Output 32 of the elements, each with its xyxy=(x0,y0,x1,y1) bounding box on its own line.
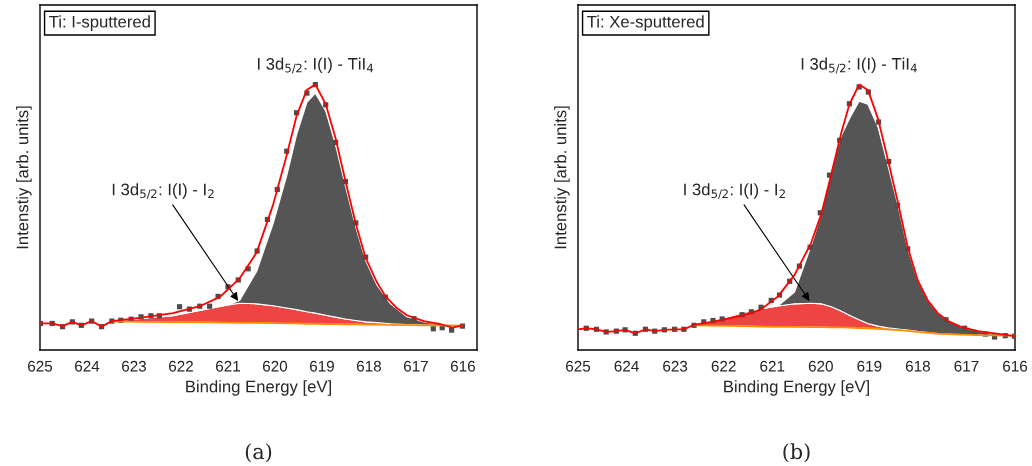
text: (b) xyxy=(783,443,810,463)
x-tick-label: 625 xyxy=(28,360,53,372)
text: Ti: Xe-sputtered xyxy=(587,15,704,31)
x-tick-label: 618 xyxy=(356,360,382,372)
x-tick-label: 622 xyxy=(711,360,736,372)
x-tick-label: 624 xyxy=(75,360,100,372)
text: Ti: I-sputtered xyxy=(49,15,150,31)
text: I 3d$_{5/2}$: I(I) - TiI$_{4}$ xyxy=(801,57,917,74)
x-tick-label: 619 xyxy=(857,360,882,372)
x-axis-title: Binding Energy [eV] xyxy=(724,380,869,396)
x-axis-title: Binding Energy [eV] xyxy=(186,380,331,396)
annotation: I 3d$_{5/2}$: I(I) - I$_{2}$ xyxy=(112,183,214,200)
annotation: I 3d$_{5/2}$: I(I) - I$_{2}$ xyxy=(684,183,785,200)
x-tick-label: 617 xyxy=(403,360,428,372)
x-tick-label: 622 xyxy=(169,360,193,372)
x-tick-label: 619 xyxy=(309,360,334,372)
x-tick-label: 616 xyxy=(1003,360,1028,372)
text: (a) xyxy=(245,443,272,463)
text: I 3d$_{5/2}$: I(I) - TiI$_{4}$ xyxy=(257,57,374,74)
y-axis-title: Intenstiy [arb. units] xyxy=(16,106,32,249)
x-tick-label: 616 xyxy=(450,360,475,372)
x-tick-label: 618 xyxy=(905,360,930,372)
x-tick-label: 623 xyxy=(122,360,147,372)
y-axis-title: Intenstiy [arb. units] xyxy=(554,106,570,249)
x-tick-label: 625 xyxy=(566,360,591,372)
x-tick-label: 620 xyxy=(808,360,833,372)
x-tick-label: 624 xyxy=(614,360,639,372)
x-tick-label: 621 xyxy=(760,360,785,372)
x-tick-label: 617 xyxy=(954,360,979,372)
x-tick-label: 623 xyxy=(663,360,688,372)
x-tick-label: 620 xyxy=(262,360,288,372)
x-tick-label: 621 xyxy=(215,360,240,372)
